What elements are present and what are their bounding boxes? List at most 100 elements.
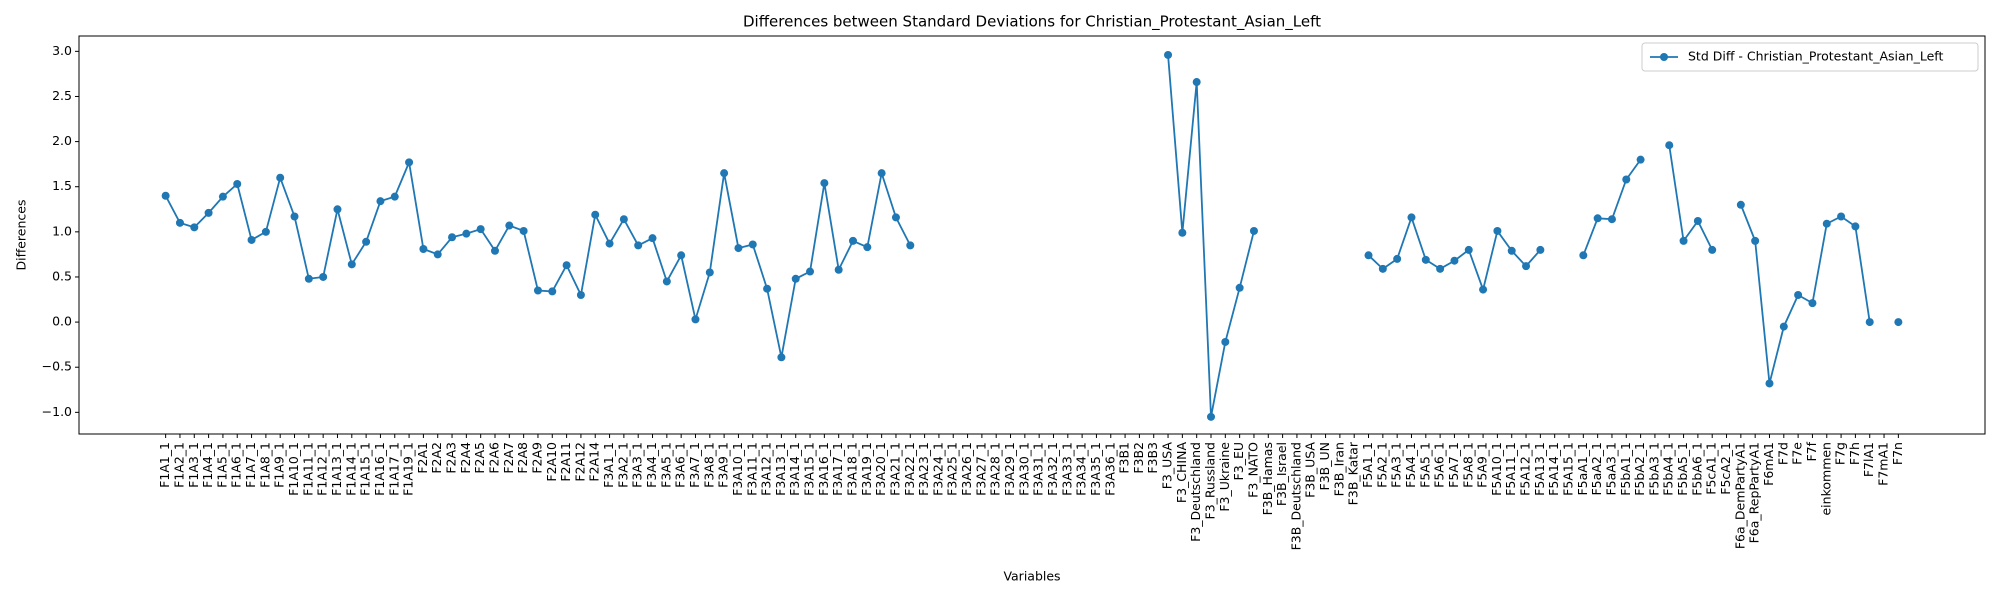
series-point xyxy=(1207,412,1216,421)
x-tick-label: F1A14_1 xyxy=(343,442,358,496)
y-tick-label: 1.5 xyxy=(52,178,72,193)
series-point xyxy=(1536,245,1545,254)
x-tick-label: F5A15_1 xyxy=(1561,442,1576,496)
x-tick-label: F5aA3_1 xyxy=(1603,442,1618,496)
series-point xyxy=(820,179,829,188)
x-tick-label: F1A4_1 xyxy=(200,442,215,488)
x-tick-label: F3_CHINA xyxy=(1174,442,1189,504)
series-point xyxy=(319,272,328,281)
series-point xyxy=(1192,78,1201,87)
x-tick-label: F2A9 xyxy=(529,442,544,474)
series-point xyxy=(1665,141,1674,150)
x-tick-label: F5A1_1 xyxy=(1360,442,1375,488)
series-point xyxy=(1450,256,1459,265)
x-tick-label: F5aA2_1 xyxy=(1589,442,1604,496)
series-point xyxy=(347,260,356,269)
y-tick-label: 0.0 xyxy=(52,314,72,329)
series-point xyxy=(490,246,499,255)
y-tick-label: 2.5 xyxy=(52,88,72,103)
x-tick-label: F6a_RepPartyA1 xyxy=(1747,442,1762,543)
y-tick-label: −1.0 xyxy=(42,404,72,419)
y-tick-label: 3.0 xyxy=(52,43,72,58)
x-tick-label: F6a_DemPartyA1 xyxy=(1732,442,1747,549)
x-tick-label: F7f xyxy=(1804,441,1819,461)
x-tick-label: F3A13_1 xyxy=(773,442,788,496)
x-tick-label: F7d xyxy=(1775,442,1790,465)
series-point xyxy=(1865,318,1874,327)
series-point xyxy=(505,221,514,230)
series-point xyxy=(1693,217,1702,226)
x-tick-label: F3B_Katar xyxy=(1346,441,1361,505)
series-point xyxy=(261,227,270,236)
x-tick-label: F5aA1_1 xyxy=(1575,442,1590,496)
x-tick-label: F3A28_1 xyxy=(988,442,1003,496)
x-tick-label: F1A6_1 xyxy=(229,442,244,488)
series-point xyxy=(462,229,471,238)
series-point xyxy=(605,239,614,248)
series-line xyxy=(1740,204,1871,384)
x-tick-label: F7n xyxy=(1890,442,1905,465)
x-tick-label: F5A6_1 xyxy=(1432,442,1447,488)
x-tick-label: F1A9_1 xyxy=(272,442,287,488)
series-point xyxy=(1479,285,1488,294)
x-tick-label: F1A11_1 xyxy=(300,442,315,496)
x-tick-label: F3B_Deutschland xyxy=(1288,442,1303,550)
x-tick-label: F1A3_1 xyxy=(186,442,201,488)
x-tick-label: F3_NATO xyxy=(1245,442,1260,498)
series-point xyxy=(204,208,213,217)
series-point xyxy=(591,210,600,219)
series-point xyxy=(848,236,857,245)
x-tick-label: F2A8 xyxy=(515,442,530,474)
x-tick-label: F3A25_1 xyxy=(945,442,960,496)
x-tick-label: F1A7_1 xyxy=(243,442,258,488)
x-tick-label: F3B_UN xyxy=(1317,442,1332,490)
x-tick-label: F7lA1 xyxy=(1861,442,1876,477)
x-tick-label: F1A8_1 xyxy=(257,442,272,488)
x-tick-label: F3A34_1 xyxy=(1074,442,1089,496)
series-point xyxy=(362,237,371,246)
x-tick-label: F7h xyxy=(1847,442,1862,465)
series-point xyxy=(1579,251,1588,260)
series-point xyxy=(476,225,485,234)
series-point xyxy=(720,169,729,178)
x-tick-label: F3_USA xyxy=(1160,442,1175,490)
series-point xyxy=(748,240,757,249)
x-tick-label: F5A3_1 xyxy=(1389,442,1404,488)
x-tick-label: F3A15_1 xyxy=(802,442,817,496)
x-tick-label: F1A12_1 xyxy=(315,442,330,496)
x-tick-label: F5cA1_1 xyxy=(1704,442,1719,495)
series-point xyxy=(1364,251,1373,260)
x-tick-label: F3A18_1 xyxy=(844,442,859,496)
x-tick-label: F1A13_1 xyxy=(329,442,344,496)
x-tick-label: F1A2_1 xyxy=(171,442,186,488)
y-tick-label: −0.5 xyxy=(42,359,72,374)
series-point xyxy=(1679,236,1688,245)
series-point xyxy=(419,244,428,253)
x-tick-label: F3A26_1 xyxy=(959,442,974,496)
series-point xyxy=(533,286,542,295)
series-point xyxy=(691,315,700,324)
series-point xyxy=(1436,264,1445,273)
series-point xyxy=(519,226,528,235)
plot-frame xyxy=(78,35,1986,435)
series-point xyxy=(576,291,585,300)
series-line xyxy=(1668,145,1714,251)
x-tick-label: F3A4_1 xyxy=(644,442,659,488)
series-point xyxy=(806,267,815,276)
x-tick-label: F7e xyxy=(1790,442,1805,465)
series-point xyxy=(677,251,686,260)
x-tick-label: F3B1 xyxy=(1117,442,1132,474)
x-tick-label: F3A1_1 xyxy=(601,442,616,488)
x-tick-label: F3A23_1 xyxy=(916,442,931,496)
x-tick-label: F5A14_1 xyxy=(1546,442,1561,496)
x-tick-label: F1A10_1 xyxy=(286,442,301,496)
series-point xyxy=(906,241,915,250)
x-tick-label: F3_EU xyxy=(1231,442,1246,480)
x-tick-label: F3A19_1 xyxy=(859,442,874,496)
series-point xyxy=(1378,264,1387,273)
x-tick-label: F3B2 xyxy=(1131,442,1146,474)
x-tick-label: F3A11_1 xyxy=(744,442,759,496)
x-tick-label: F5bA1_1 xyxy=(1618,442,1633,496)
x-tick-label: F3_Russland xyxy=(1203,442,1218,519)
x-tick-label: F1A5_1 xyxy=(214,442,229,488)
